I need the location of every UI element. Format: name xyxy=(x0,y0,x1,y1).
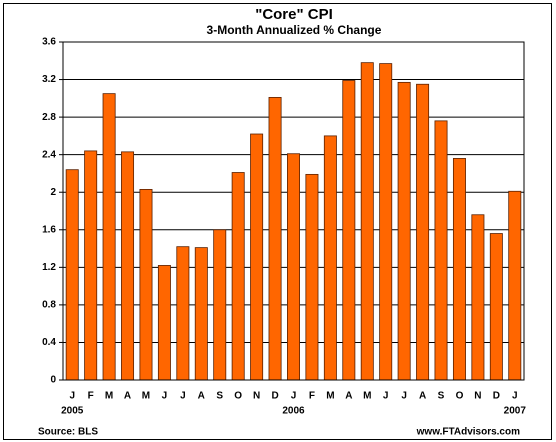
bar xyxy=(305,173,319,381)
y-tick-label: 1.2 xyxy=(42,262,56,273)
year-label: 2007 xyxy=(504,406,527,417)
bar xyxy=(508,190,522,381)
x-tick-label: A xyxy=(419,391,426,402)
x-tick-label: J xyxy=(69,391,75,402)
bar xyxy=(102,93,116,381)
x-tick-label: N xyxy=(474,391,481,402)
x-tick-label: F xyxy=(309,391,315,402)
x-tick-label: A xyxy=(124,391,131,402)
bar xyxy=(194,247,208,381)
x-tick-label: S xyxy=(216,391,223,402)
x-tick-label: M xyxy=(105,391,113,402)
x-tick-label: O xyxy=(456,391,464,402)
y-tick-label: 2 xyxy=(50,187,56,198)
bar xyxy=(121,151,135,381)
bar xyxy=(287,153,300,381)
x-tick-label: D xyxy=(493,391,500,402)
bar xyxy=(84,150,98,381)
bar xyxy=(379,63,393,381)
year-label: 2005 xyxy=(61,406,84,417)
y-tick-label: 2.8 xyxy=(42,112,56,123)
source: Source: BLS xyxy=(38,427,98,438)
y-tick-label: 3.2 xyxy=(42,74,56,85)
x-tick-label: J xyxy=(180,391,186,402)
y-tick-label: 0.4 xyxy=(42,337,56,348)
x-tick-label: J xyxy=(162,391,168,402)
x-tick-label: J xyxy=(401,391,407,402)
x-tick-label: O xyxy=(234,391,242,402)
y-tick-label: 3.6 xyxy=(42,37,56,48)
x-tick-label: A xyxy=(198,391,205,402)
x-tick-label: A xyxy=(345,391,352,402)
x-tick-label: S xyxy=(438,391,445,402)
website: www.FTAdvisors.com xyxy=(416,427,520,438)
bar xyxy=(139,189,153,381)
bar xyxy=(342,80,356,381)
y-tick-label: 0.8 xyxy=(42,300,56,311)
bar xyxy=(176,246,190,381)
y-tick-label: 1.6 xyxy=(42,224,56,235)
bar xyxy=(250,133,264,381)
bar xyxy=(360,62,374,381)
bar xyxy=(213,229,227,381)
x-tick-label: J xyxy=(383,391,389,402)
x-tick-label: M xyxy=(363,391,371,402)
bar xyxy=(471,214,485,381)
chart-title: "Core" CPI xyxy=(255,6,333,23)
bar xyxy=(489,233,503,381)
year-label: 2006 xyxy=(282,406,305,417)
bar xyxy=(416,83,430,381)
plot-border xyxy=(62,41,525,381)
x-tick-label: D xyxy=(271,391,278,402)
y-tick-label: 0 xyxy=(50,375,56,386)
x-tick-label: J xyxy=(512,391,518,402)
x-tick-label: J xyxy=(291,391,297,402)
x-tick-label: M xyxy=(326,391,334,402)
bar xyxy=(397,81,411,381)
x-tick-label: M xyxy=(142,391,150,402)
y-tick-label: 2.4 xyxy=(42,149,56,160)
x-tick-label: N xyxy=(253,391,260,402)
bar xyxy=(231,172,245,381)
bar xyxy=(268,96,282,381)
bar xyxy=(65,169,79,381)
bar xyxy=(434,120,448,381)
bar xyxy=(323,135,337,381)
bar xyxy=(452,158,466,381)
chart-subtitle: 3-Month Annualized % Change xyxy=(207,23,382,37)
bar xyxy=(157,265,171,381)
x-tick-label: F xyxy=(88,391,94,402)
